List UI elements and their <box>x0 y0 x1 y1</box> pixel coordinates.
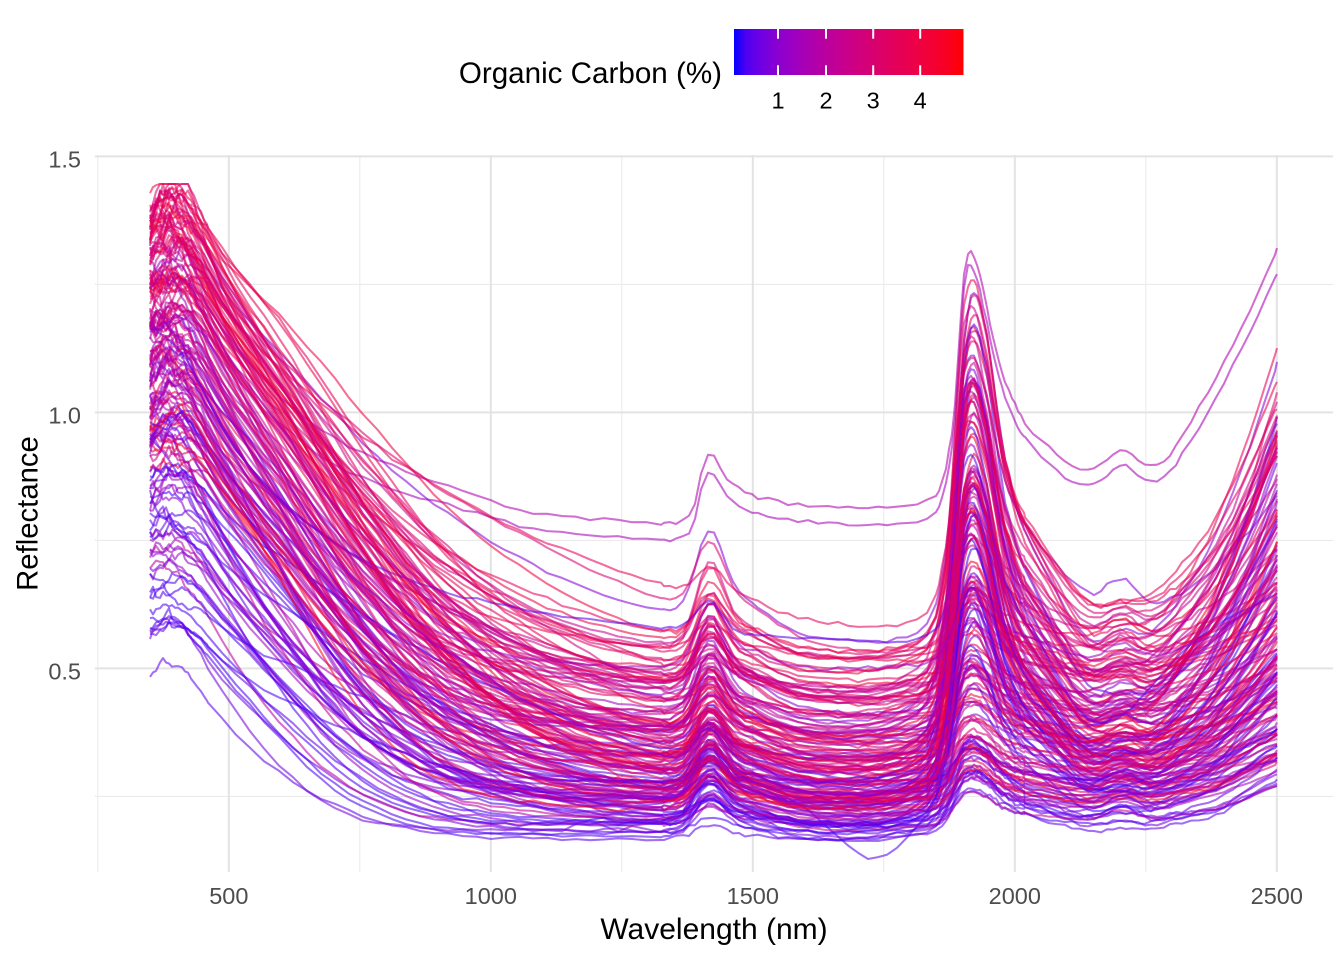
svg-text:0.5: 0.5 <box>48 658 81 684</box>
svg-text:1: 1 <box>771 88 784 114</box>
svg-text:Reflectance: Reflectance <box>12 436 45 591</box>
svg-text:1000: 1000 <box>465 883 517 909</box>
svg-text:3: 3 <box>867 88 880 114</box>
svg-text:1500: 1500 <box>727 883 779 909</box>
svg-text:2000: 2000 <box>989 883 1041 909</box>
svg-text:2: 2 <box>819 88 832 114</box>
svg-text:Organic Carbon (%): Organic Carbon (%) <box>459 57 722 90</box>
svg-text:2500: 2500 <box>1251 883 1303 909</box>
svg-text:1.0: 1.0 <box>48 402 81 428</box>
svg-text:4: 4 <box>914 88 927 114</box>
svg-text:500: 500 <box>209 883 248 909</box>
svg-text:Wavelength (nm): Wavelength (nm) <box>600 913 827 946</box>
svg-text:1.5: 1.5 <box>48 146 81 172</box>
